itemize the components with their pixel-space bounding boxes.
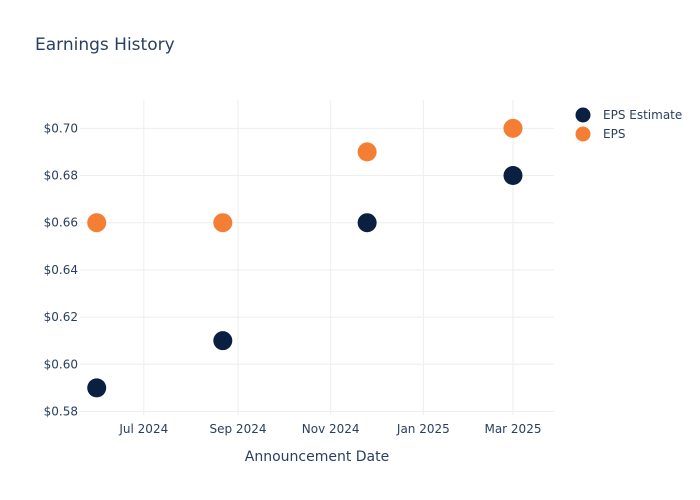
eps-estimate-point <box>87 378 107 398</box>
eps-point <box>213 213 233 233</box>
x-tick-label: Sep 2024 <box>210 422 267 436</box>
x-tick-label: Jan 2025 <box>396 422 450 436</box>
legend-label-eps-estimate: EPS Estimate <box>603 108 682 122</box>
y-tick-label: $0.68 <box>44 169 78 183</box>
x-tick-label: Mar 2025 <box>484 422 541 436</box>
y-tick-label: $0.64 <box>44 263 78 277</box>
eps-point <box>503 118 523 138</box>
eps-point <box>357 142 377 162</box>
data-points <box>87 118 523 398</box>
legend-marker-eps-estimate <box>575 107 591 123</box>
x-tick-label: Nov 2024 <box>302 422 360 436</box>
y-tick-label: $0.62 <box>44 310 78 324</box>
eps-estimate-point <box>357 213 377 233</box>
x-tick-label: Jul 2024 <box>118 422 168 436</box>
y-tick-label: $0.66 <box>44 216 78 230</box>
y-tick-label: $0.58 <box>44 404 78 418</box>
legend: EPS Estimate EPS <box>575 107 682 142</box>
y-tick-label: $0.70 <box>44 121 78 135</box>
legend-label-eps: EPS <box>603 127 625 141</box>
x-axis-ticks: Jul 2024 Sep 2024 Nov 2024 Jan 2025 Mar 2025 <box>118 422 541 436</box>
grid-lines <box>80 100 554 415</box>
y-axis-ticks: $0.58 $0.60 $0.62 $0.64 $0.66 $0.68 $0.70 <box>44 121 78 418</box>
y-tick-label: $0.60 <box>44 357 78 371</box>
eps-estimate-point <box>213 331 233 351</box>
eps-estimate-point <box>503 166 523 186</box>
x-axis-title: Announcement Date <box>245 449 389 465</box>
eps-point <box>87 213 107 233</box>
chart-title: Earnings History <box>35 35 175 55</box>
legend-marker-eps <box>575 126 591 142</box>
